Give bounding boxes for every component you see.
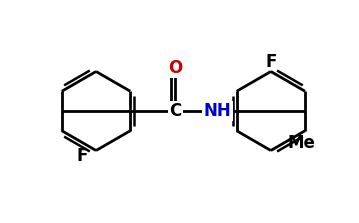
Text: C: C bbox=[169, 102, 181, 120]
Text: F: F bbox=[265, 53, 276, 71]
Text: Me: Me bbox=[287, 134, 315, 152]
Text: NH: NH bbox=[204, 102, 232, 120]
Text: O: O bbox=[168, 59, 182, 76]
Text: F: F bbox=[76, 147, 88, 165]
